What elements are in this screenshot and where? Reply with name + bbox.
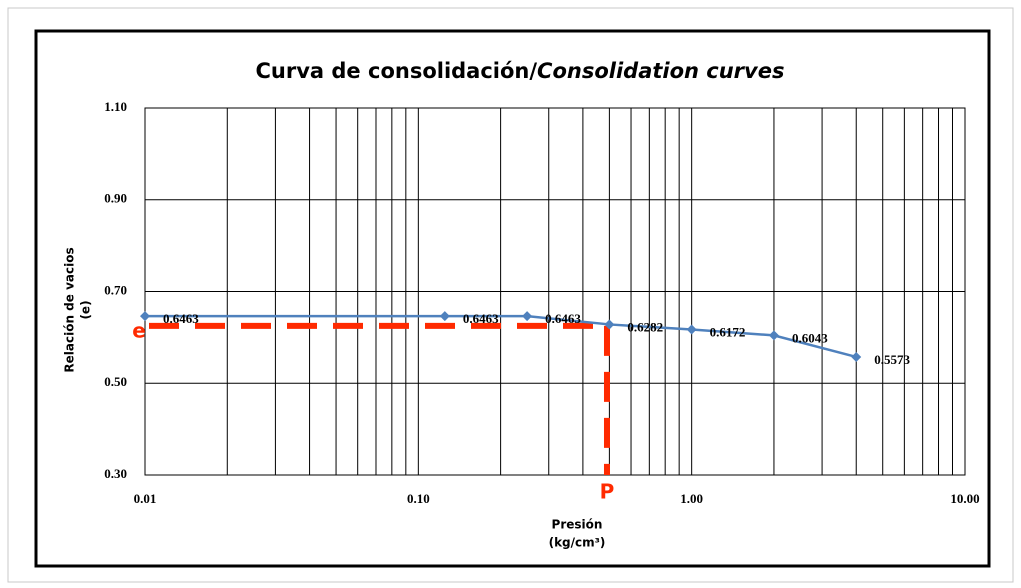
data-label: 0.6463 [463, 311, 499, 326]
data-point [768, 330, 779, 341]
chart-title: Curva de consolidación/Consolidation cur… [256, 59, 785, 83]
y-tick-label: 1.10 [104, 99, 127, 114]
data-label: 0.5573 [874, 352, 910, 367]
title-part: Curva de consolidación/ [256, 59, 538, 83]
y-axis-title-line: (e) [79, 300, 93, 319]
x-axis-title: Presión [552, 518, 603, 532]
y-tick-label: 0.50 [104, 374, 127, 389]
x-axis-title: (kg/cm³) [549, 536, 606, 550]
data-label: 0.6463 [163, 311, 199, 326]
y-tick-label: 0.90 [104, 191, 127, 206]
x-tick-label: 10.00 [950, 491, 979, 506]
annotation-label: P [600, 480, 615, 504]
x-tick-label: 0.01 [134, 491, 157, 506]
data-label: 0.6282 [627, 319, 663, 334]
data-point [686, 324, 697, 335]
data-point [522, 311, 533, 322]
x-tick-label: 0.10 [407, 491, 430, 506]
data-label: 0.6043 [792, 330, 828, 345]
data-point [439, 311, 450, 322]
y-axis-title: Relación de vacios (e) [63, 247, 93, 372]
title-part: Consolidation curves [537, 59, 784, 83]
data-point [604, 319, 615, 330]
y-tick-label: 0.30 [104, 466, 127, 481]
data-label: 0.6463 [545, 311, 581, 326]
y-axis-title-line: Relación de vacios [63, 247, 77, 372]
data-point [851, 351, 862, 362]
annotation-label: e [132, 318, 146, 342]
data-point [140, 311, 150, 322]
x-tick-label: 1.00 [680, 491, 703, 506]
y-tick-label: 0.70 [104, 282, 127, 297]
data-label: 0.6172 [710, 324, 746, 339]
